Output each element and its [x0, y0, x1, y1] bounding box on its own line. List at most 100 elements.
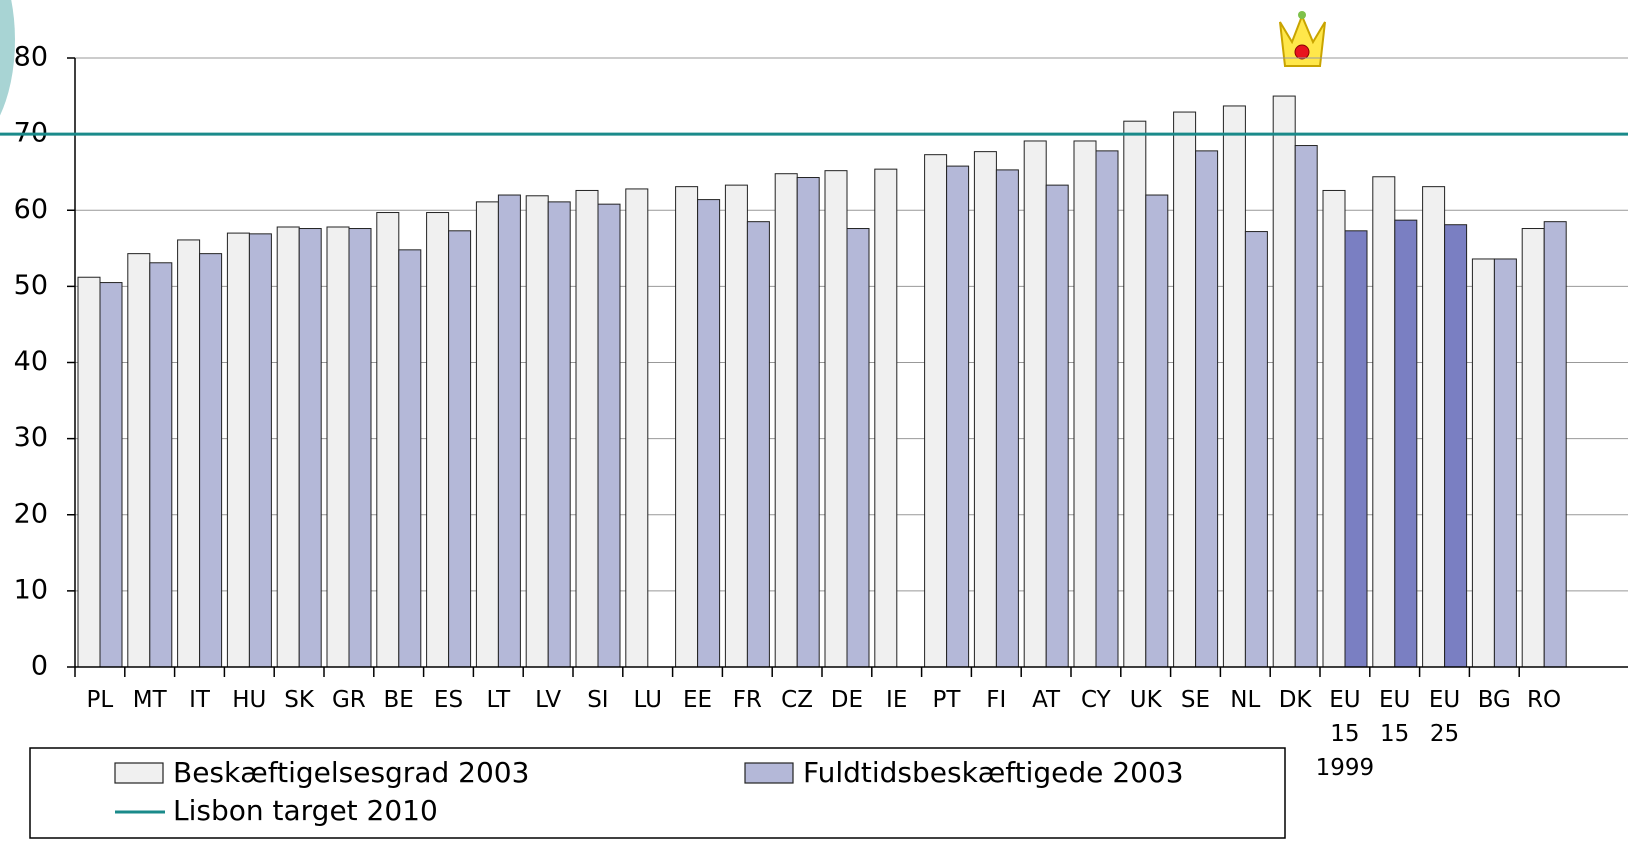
x-tick-label: EU 15 — [1379, 687, 1410, 747]
bar — [824, 170, 848, 668]
bar — [1272, 95, 1296, 668]
x-tick-label: EU 25 — [1429, 687, 1460, 747]
legend-label: Lisbon target 2010 — [173, 794, 438, 827]
bar — [497, 194, 521, 668]
bar — [774, 173, 798, 668]
bar — [1244, 231, 1268, 668]
bar — [924, 154, 948, 668]
crown-icon — [1279, 11, 1326, 67]
bar — [398, 249, 422, 668]
y-tick-label: 80 — [14, 42, 48, 73]
bar — [1023, 140, 1047, 668]
x-tick-label: ES — [434, 687, 463, 713]
bar — [547, 201, 571, 668]
x-tick-label: DE — [831, 687, 863, 713]
bar — [946, 165, 970, 668]
bar — [475, 201, 499, 668]
bar — [1521, 228, 1545, 668]
bar — [1145, 194, 1169, 668]
x-tick-label: RO — [1527, 687, 1561, 713]
bar — [597, 203, 621, 668]
bar — [326, 226, 350, 668]
x-tick-label: AT — [1032, 687, 1061, 713]
bar — [625, 188, 649, 668]
bar — [149, 262, 173, 668]
x-tick-label: PT — [933, 687, 962, 713]
bar — [1195, 150, 1219, 668]
legend-swatch — [744, 762, 794, 784]
bar — [1222, 105, 1246, 668]
bar — [177, 239, 201, 668]
bar — [1394, 219, 1418, 668]
legend-label: Fuldtidsbeskæftigede 2003 — [803, 756, 1184, 789]
decoration — [0, 0, 15, 116]
x-tick-label: NL — [1230, 687, 1260, 713]
bar — [1471, 258, 1495, 668]
legend-swatch — [114, 762, 164, 784]
y-tick-label: 10 — [14, 574, 48, 605]
bar — [376, 212, 400, 668]
bar — [77, 276, 101, 668]
bar — [276, 226, 300, 668]
y-tick-label: 40 — [14, 346, 48, 377]
x-tick-label: CZ — [781, 687, 813, 713]
bar — [796, 177, 820, 668]
bar — [426, 212, 450, 668]
bar — [575, 189, 599, 668]
bar — [1543, 221, 1567, 668]
bar — [1045, 184, 1069, 668]
bar — [127, 253, 151, 668]
bar — [973, 151, 997, 668]
x-tick-label: MT — [133, 687, 168, 713]
bar — [874, 168, 898, 668]
bar — [1493, 258, 1517, 668]
bar — [697, 199, 721, 668]
bar — [995, 169, 1019, 668]
bar — [746, 221, 770, 668]
x-tick-label: LU — [633, 687, 662, 713]
bar — [1294, 145, 1318, 668]
x-tick-label: LV — [535, 687, 561, 713]
y-tick-label: 30 — [14, 422, 48, 453]
bar — [525, 195, 549, 668]
x-tick-label: UK — [1130, 687, 1163, 713]
bar — [199, 253, 223, 668]
x-tick-label: DK — [1279, 687, 1313, 713]
x-tick-label: SI — [587, 687, 608, 713]
x-tick-label: SE — [1181, 687, 1210, 713]
legend-box — [29, 747, 1286, 839]
y-tick-label: 0 — [31, 651, 48, 682]
bar — [1372, 176, 1396, 668]
x-tick-label: GR — [332, 687, 366, 713]
bar — [226, 232, 250, 668]
bar — [1073, 140, 1097, 668]
x-tick-label: FI — [986, 687, 1006, 713]
y-tick-label: 50 — [14, 270, 48, 301]
bar — [348, 228, 372, 668]
bar — [1422, 186, 1446, 668]
bar — [248, 233, 272, 668]
x-tick-label: LT — [486, 687, 511, 713]
bar — [1173, 111, 1197, 668]
x-tick-label: BE — [384, 687, 414, 713]
x-tick-label: HU — [232, 687, 266, 713]
x-tick-label: CY — [1081, 687, 1112, 713]
bar — [298, 228, 322, 668]
bar — [1444, 224, 1468, 668]
bar — [724, 184, 748, 668]
bar — [448, 230, 472, 668]
bar — [1344, 230, 1368, 668]
legend-label: Beskæftigelsesgrad 2003 — [173, 756, 529, 789]
y-tick-label: 60 — [14, 194, 48, 225]
bar — [1123, 120, 1147, 668]
bar — [99, 282, 123, 668]
x-tick-label: IE — [886, 687, 907, 713]
x-tick-label: EE — [683, 687, 712, 713]
x-tick-label: SK — [284, 687, 315, 713]
bar — [846, 228, 870, 668]
bar — [1095, 150, 1119, 668]
y-tick-label: 20 — [14, 498, 48, 529]
x-tick-label: EU 15 1999 — [1316, 687, 1375, 781]
bar — [675, 186, 699, 668]
